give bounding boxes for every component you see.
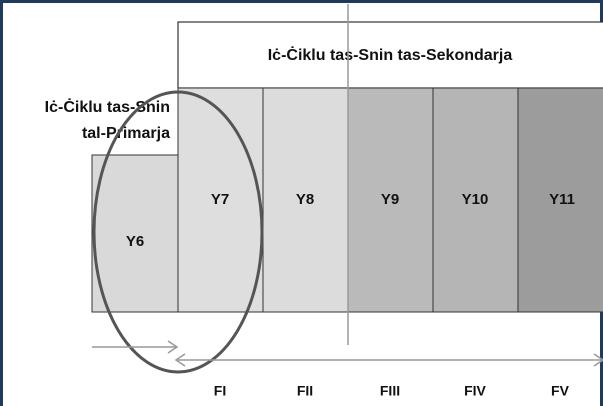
year-box <box>91 154 179 313</box>
year-label: Y10 <box>462 191 489 208</box>
year-label: Y8 <box>296 191 314 208</box>
ellipse <box>92 90 264 374</box>
year-label: Y11 <box>549 191 575 208</box>
primary-label: Iċ-Ċiklu tas-Snin <box>45 97 170 116</box>
primary-label: tal-Primarja <box>82 125 170 142</box>
arrows <box>92 340 603 367</box>
year-label: Y6 <box>126 233 144 250</box>
secondary-title: Iċ-Ċiklu tas-Snin tas-Sekondarja <box>268 45 513 64</box>
year-label: Y7 <box>211 191 229 208</box>
year-box <box>517 87 603 313</box>
form-label: FIII <box>380 383 400 399</box>
form-label: FIV <box>464 383 486 399</box>
form-label: FI <box>214 383 226 399</box>
year-box <box>177 87 264 313</box>
year-label: Y9 <box>381 191 399 208</box>
year-box <box>262 87 349 313</box>
secondary-box <box>177 21 603 89</box>
form-label: FV <box>551 383 570 399</box>
form-label: FII <box>297 383 313 399</box>
